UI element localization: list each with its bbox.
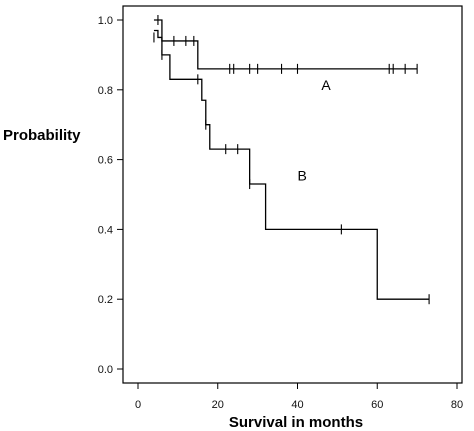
x-tick-label: 20 [212,399,224,411]
x-axis-title: Survival in months [229,414,363,431]
series-b-line [153,29,430,300]
x-axis: 0 20 40 60 80 [135,383,463,411]
series-b: B [153,29,430,305]
y-tick-label: 0.8 [98,85,113,97]
y-tick-label: 0.6 [98,155,113,167]
x-tick-label: 40 [291,399,303,411]
plot-frame [122,5,463,384]
y-tick-label: 0.4 [98,224,113,236]
x-tick-label: 60 [371,399,383,411]
y-tick-label: 0.2 [98,294,113,306]
series-a: A [153,15,418,93]
y-axis: 0.0 0.2 0.4 0.6 0.8 1.0 [98,15,123,376]
y-tick-label: 0.0 [98,364,113,376]
series-layer: AB [153,15,430,305]
x-tick-label: 0 [135,399,141,411]
series-a-label: A [321,77,331,93]
series-a-line [153,19,418,70]
y-axis-title: Probability [3,127,81,144]
x-tick-label: 80 [451,399,463,411]
series-b-label: B [298,168,307,184]
y-tick-label: 1.0 [98,15,113,27]
